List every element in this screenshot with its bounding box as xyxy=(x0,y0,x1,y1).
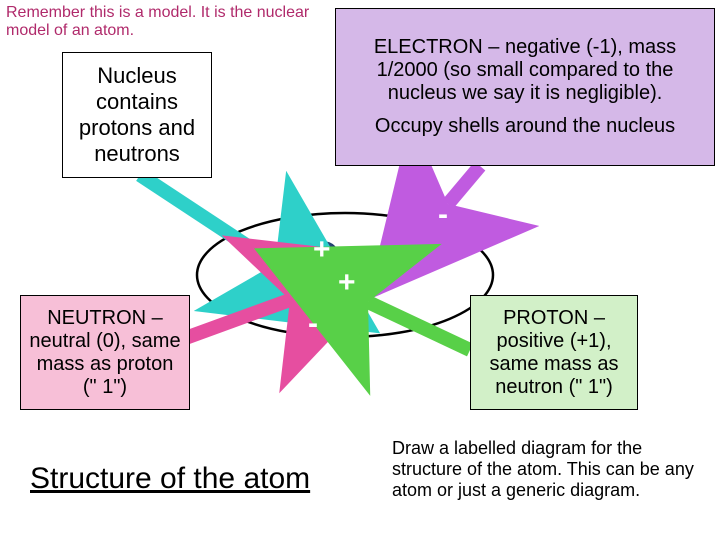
neutron-arrow xyxy=(180,300,290,340)
electron-box-text: ELECTRON – negative (-1), mass 1/2000 (s… xyxy=(344,36,706,105)
nucleus-arrow xyxy=(140,175,275,264)
neutron-box-text: NEUTRON – neutral (0), same mass as prot… xyxy=(29,307,181,399)
electron-minus-label: - xyxy=(308,307,318,341)
proton-plus-label: + xyxy=(313,233,331,267)
electron-minus-label: - xyxy=(438,198,448,232)
proton-plus-label: + xyxy=(338,266,356,300)
nucleus-box: Nucleus contains protons and neutrons xyxy=(62,52,212,178)
proton-box-text: PROTON – positive (+1), same mass as neu… xyxy=(479,307,629,399)
instruction-text: Draw a labelled diagram for the structur… xyxy=(392,438,702,501)
electron-box-extra: Occupy shells around the nucleus xyxy=(375,115,675,138)
proton-arrow xyxy=(368,302,470,350)
neutron-box: NEUTRON – neutral (0), same mass as prot… xyxy=(20,295,190,410)
electron-arrow xyxy=(448,166,480,204)
nucleus-box-text: Nucleus contains protons and neutrons xyxy=(71,63,203,167)
page-title: Structure of the atom xyxy=(30,462,310,496)
electron-box: ELECTRON – negative (-1), mass 1/2000 (s… xyxy=(335,8,715,166)
proton-box: PROTON – positive (+1), same mass as neu… xyxy=(470,295,638,410)
model-note: Remember this is a model. It is the nucl… xyxy=(6,4,311,40)
neutron-particle xyxy=(293,275,327,309)
